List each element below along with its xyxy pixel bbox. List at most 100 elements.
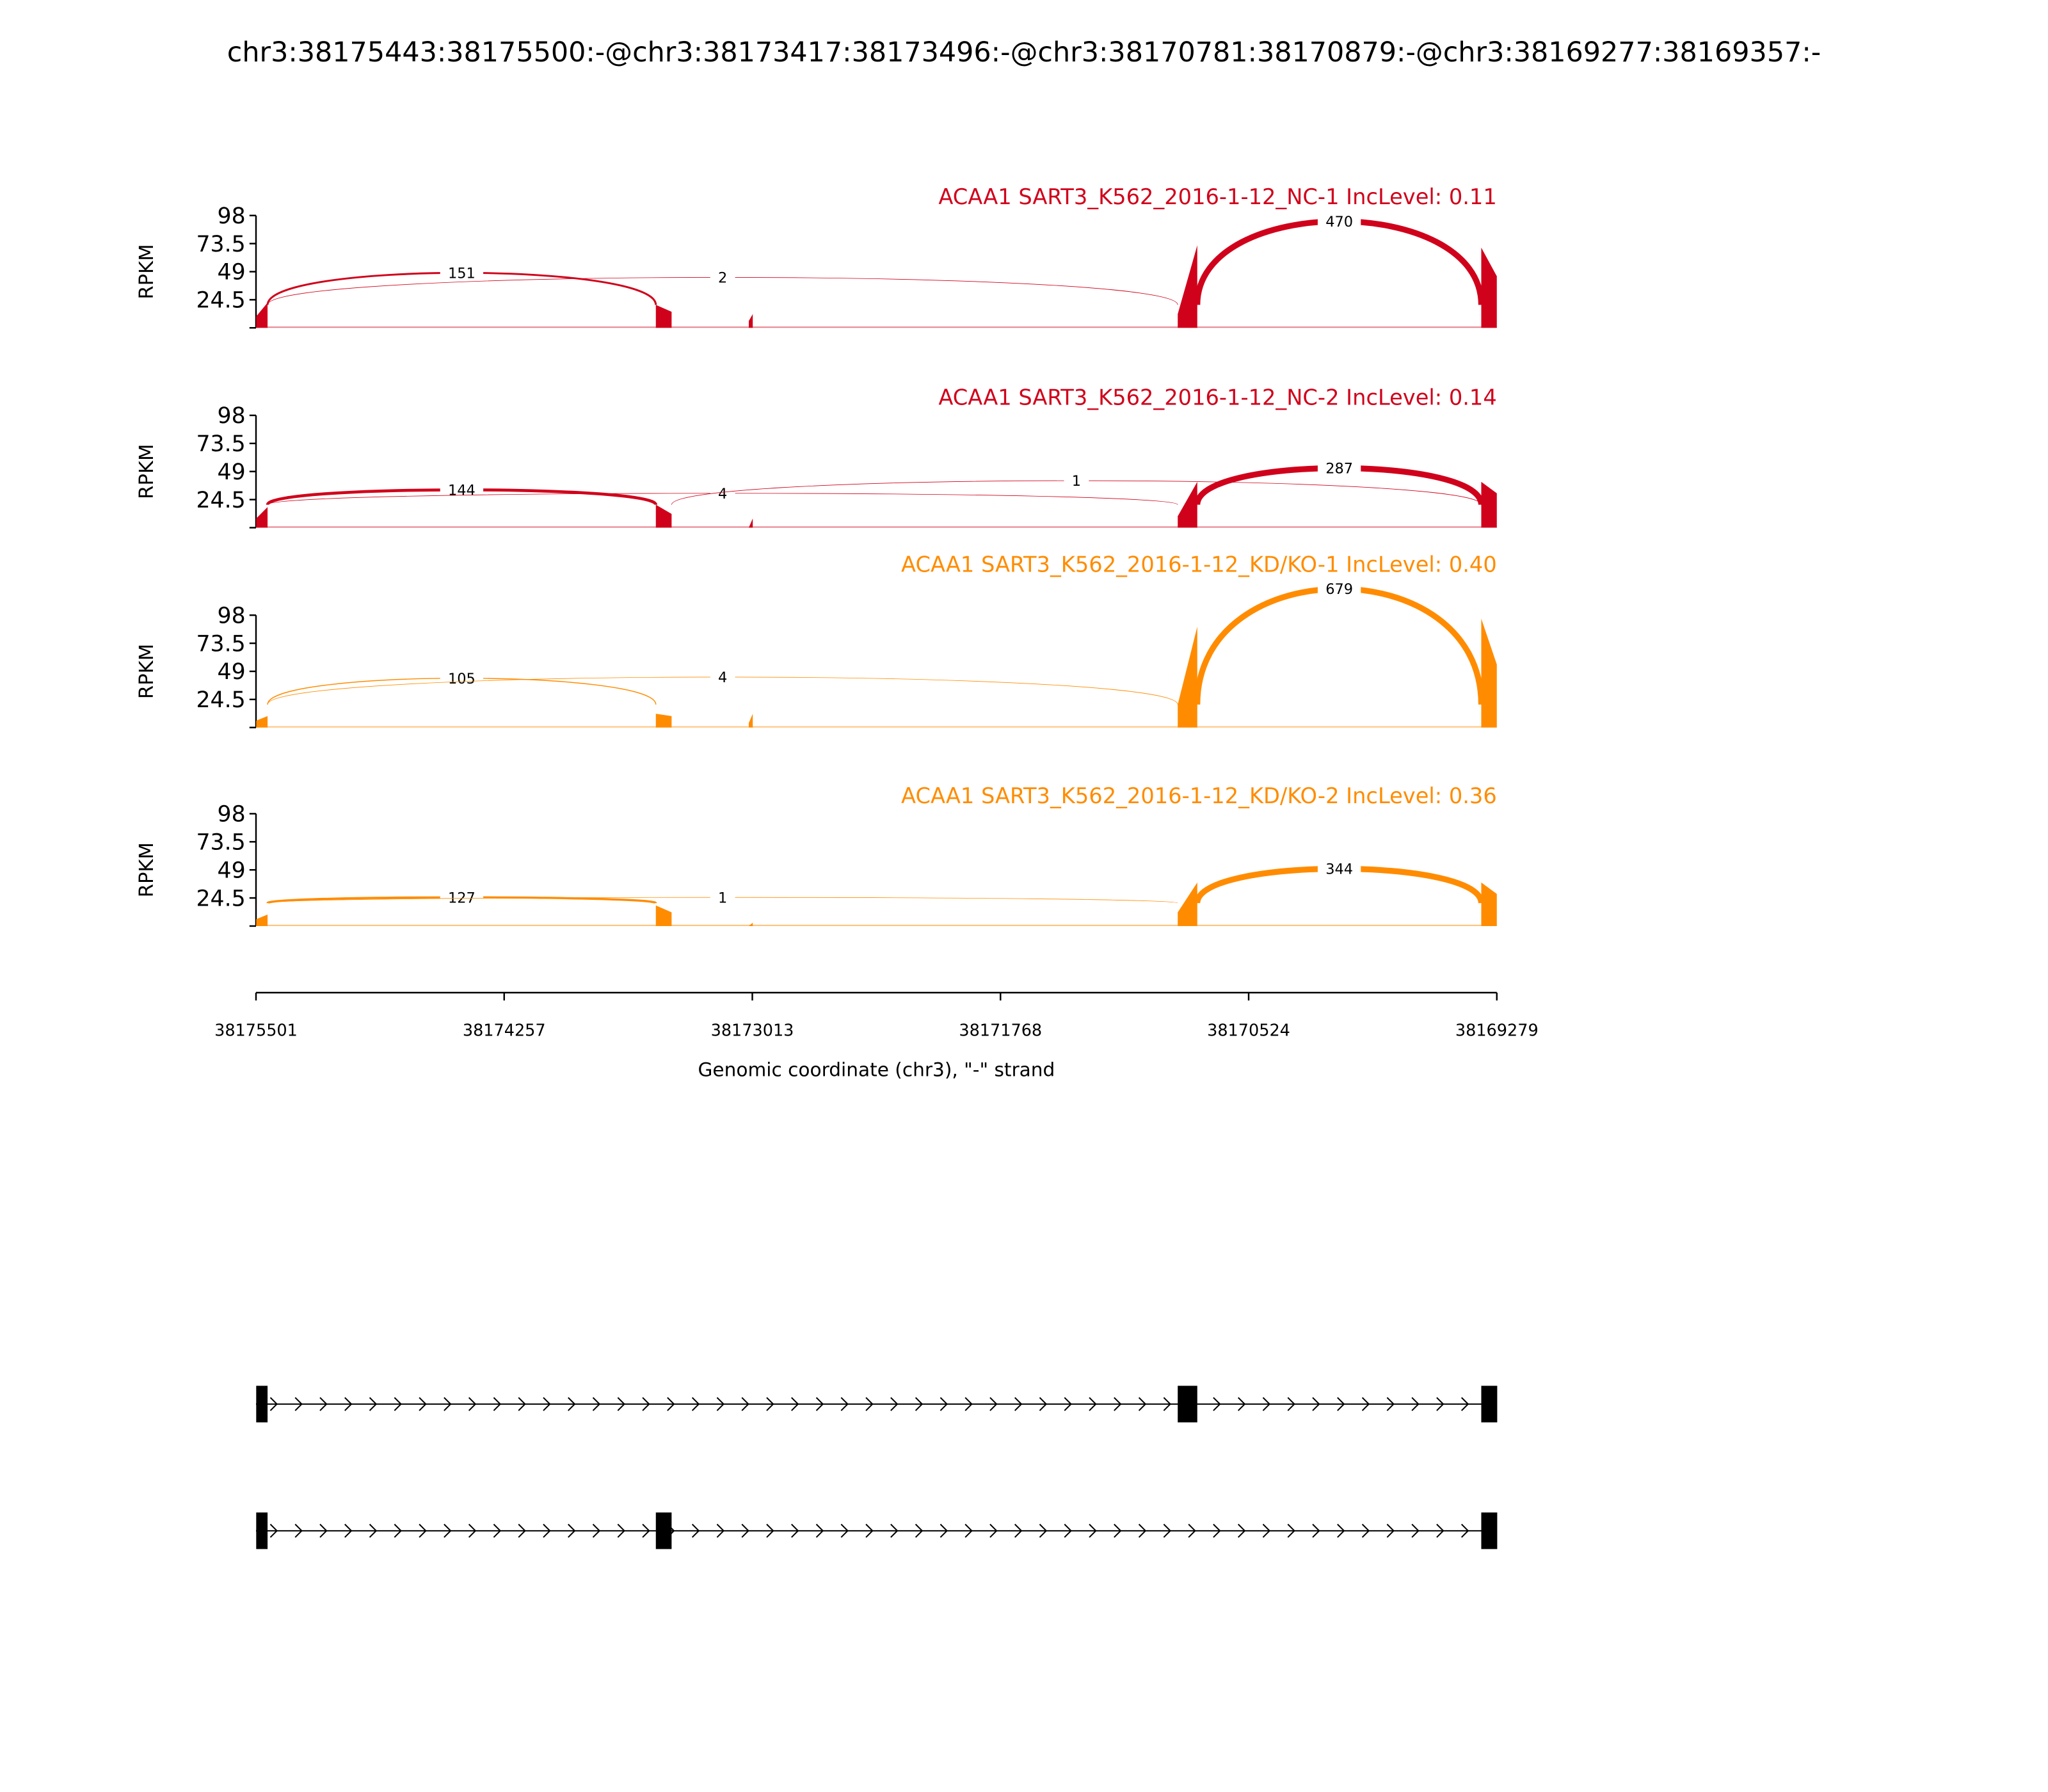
- coverage-bar: [655, 305, 672, 328]
- strand-arrow-icon: [1436, 1523, 1444, 1538]
- strand-arrow-icon: [989, 1396, 998, 1411]
- strand-arrow-icon: [1411, 1396, 1420, 1411]
- coverage-bar: [256, 716, 268, 728]
- junction-label-bg: [440, 479, 484, 499]
- strand-arrow-icon: [940, 1523, 948, 1538]
- strand-arrow-icon: [840, 1523, 849, 1538]
- strand-arrow-icon: [964, 1396, 973, 1411]
- coverage-bar: [256, 302, 268, 328]
- strand-arrow-icon: [1361, 1523, 1370, 1538]
- strand-arrow-icon: [269, 1523, 278, 1538]
- exon-block: [256, 1512, 268, 1549]
- strand-arrow-icon: [1411, 1523, 1420, 1538]
- strand-arrow-icon: [1213, 1523, 1221, 1538]
- y-tick-label: 49: [218, 260, 246, 285]
- strand-arrow-icon: [444, 1523, 452, 1538]
- strand-arrow-icon: [269, 1396, 278, 1411]
- x-tick-label: 38175501: [214, 1021, 298, 1040]
- strand-arrow-icon: [344, 1523, 353, 1538]
- junction-count-label: 105: [448, 671, 476, 687]
- strand-arrow-icon: [1361, 1396, 1370, 1411]
- y-tick-label: 24.5: [196, 288, 245, 314]
- exon-block: [655, 1512, 672, 1549]
- strand-arrow-icon: [890, 1523, 899, 1538]
- strand-arrow-icon: [1262, 1396, 1271, 1411]
- y-tick-label: 49: [218, 659, 246, 685]
- exon-block: [1481, 1512, 1498, 1549]
- coverage-bar: [748, 314, 753, 328]
- strand-arrow-icon: [344, 1396, 353, 1411]
- strand-arrow-icon: [319, 1523, 328, 1538]
- coverage-bar: [748, 714, 753, 728]
- strand-arrow-icon: [419, 1523, 427, 1538]
- gene-structure: [256, 1386, 1498, 1549]
- strand-arrow-icon: [1460, 1523, 1469, 1538]
- strand-arrow-icon: [394, 1523, 402, 1538]
- strand-arrow-icon: [1138, 1396, 1147, 1411]
- exon-block: [1481, 1386, 1498, 1423]
- strand-arrow-icon: [791, 1396, 799, 1411]
- strand-arrow-icon: [468, 1523, 477, 1538]
- strand-arrow-icon: [840, 1396, 849, 1411]
- y-tick-label: 24.5: [196, 886, 245, 911]
- strand-arrow-icon: [1312, 1396, 1320, 1411]
- strand-arrow-icon: [592, 1523, 601, 1538]
- strand-arrow-icon: [716, 1396, 725, 1411]
- junction-count-label: 470: [1325, 214, 1353, 230]
- strand-arrow-icon: [369, 1396, 378, 1411]
- strand-arrow-icon: [667, 1396, 675, 1411]
- strand-arrow-icon: [419, 1396, 427, 1411]
- strand-arrow-icon: [369, 1523, 378, 1538]
- strand-arrow-icon: [1014, 1396, 1023, 1411]
- strand-arrow-icon: [1089, 1396, 1097, 1411]
- strand-arrow-icon: [741, 1523, 749, 1538]
- strand-arrow-icon: [1386, 1396, 1395, 1411]
- strand-arrow-icon: [642, 1396, 650, 1411]
- junction-label-bg: [440, 886, 484, 907]
- strand-arrow-icon: [791, 1523, 799, 1538]
- strand-arrow-icon: [1287, 1396, 1295, 1411]
- panel-1: 24.5 49 73.5 98 RPKM ACAA1 SART3_K562_2016-1-…: [136, 184, 1497, 329]
- strand-arrow-icon: [1014, 1523, 1023, 1538]
- strand-arrow-icon: [1237, 1523, 1246, 1538]
- strand-arrow-icon: [1138, 1523, 1147, 1538]
- strand-arrow-icon: [1436, 1396, 1444, 1411]
- junction-count-label: 144: [448, 483, 476, 499]
- strand-arrow-icon: [865, 1523, 874, 1538]
- junction-label-bg: [710, 267, 735, 287]
- x-axis: 38175501 38174257 38173013 38171768 38170524…: [214, 991, 1539, 1040]
- coverage-bar: [655, 905, 672, 926]
- chart-title: chr3:38175443:38175500:-@chr3:38173417:3…: [227, 36, 1821, 68]
- strand-arrow-icon: [1337, 1523, 1345, 1538]
- y-axis-label: RPKM: [136, 244, 158, 299]
- strand-arrow-icon: [1188, 1523, 1196, 1538]
- coverage-bar: [1481, 247, 1497, 328]
- y-tick-label: 98: [218, 603, 246, 628]
- x-axis-label: Genomic coordinate (chr3), "-" strand: [698, 1059, 1055, 1081]
- strand-arrow-icon: [989, 1523, 998, 1538]
- junction-count-label: 2: [718, 270, 727, 287]
- strand-arrow-icon: [1460, 1396, 1469, 1411]
- y-tick-label: 98: [218, 802, 246, 828]
- y-axis-label: RPKM: [136, 842, 158, 897]
- strand-arrow-icon: [766, 1396, 774, 1411]
- isoform-track-2: [256, 1512, 1498, 1549]
- junction-count-label: 1: [718, 890, 727, 906]
- strand-arrow-icon: [319, 1396, 328, 1411]
- x-tick-label: 38169279: [1455, 1021, 1539, 1040]
- junction-count-label: 151: [448, 265, 476, 282]
- x-tick-label: 38170524: [1207, 1021, 1290, 1040]
- strand-arrow-icon: [915, 1396, 924, 1411]
- isoform-track-1: [256, 1386, 1498, 1423]
- coverage-bar: [1178, 245, 1197, 328]
- strand-arrow-icon: [1089, 1523, 1097, 1538]
- strand-arrow-icon: [1064, 1523, 1072, 1538]
- y-tick-label: 49: [218, 460, 246, 485]
- coverage-bar: [655, 504, 672, 528]
- strand-arrow-icon: [543, 1523, 551, 1538]
- strand-arrow-icon: [1386, 1523, 1395, 1538]
- strand-arrow-icon: [766, 1523, 774, 1538]
- strand-arrow-icon: [1213, 1396, 1221, 1411]
